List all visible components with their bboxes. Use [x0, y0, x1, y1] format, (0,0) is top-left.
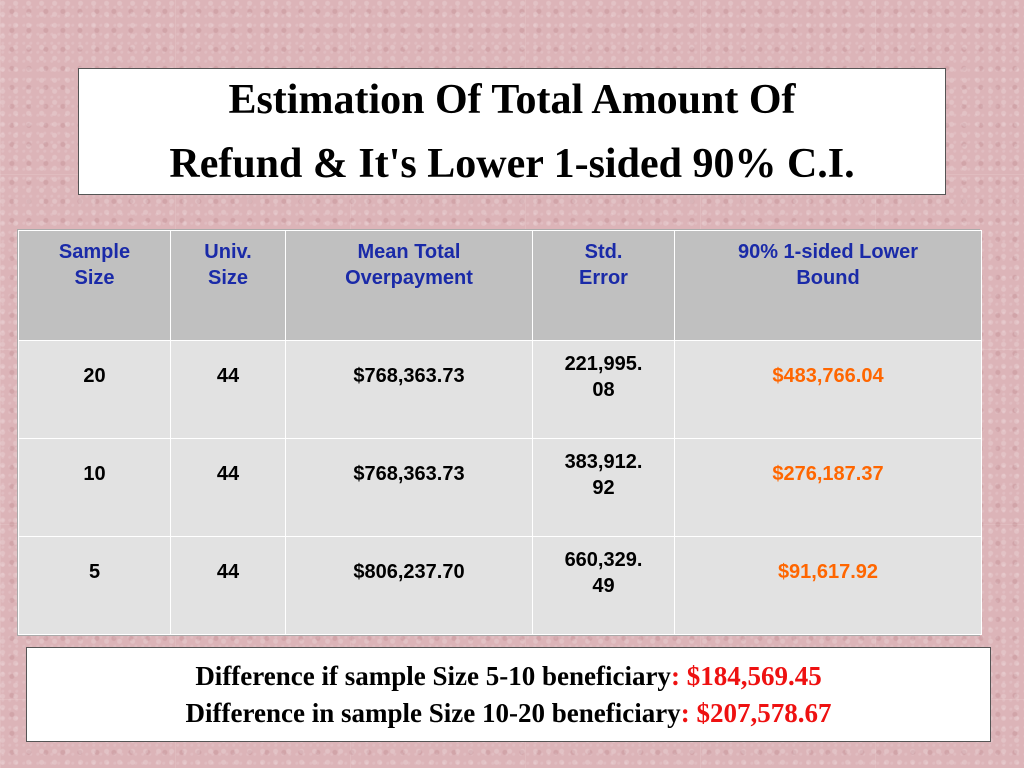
- results-table: Sample Size Univ. Size Mean Total Overpa…: [17, 229, 982, 636]
- cell-lower-bound: $276,187.37: [674, 438, 982, 537]
- cell-sample-size: 5: [18, 536, 171, 635]
- difference-summary: Difference if sample Size 5-10 beneficia…: [26, 647, 991, 742]
- cell-std-error: 383,912. 92: [532, 438, 675, 537]
- difference-amount: $207,578.67: [696, 697, 832, 728]
- cell-mean-total: $768,363.73: [285, 438, 533, 537]
- cell-univ-size: 44: [170, 438, 286, 537]
- cell-std-error: 221,995. 08: [532, 340, 675, 439]
- cell-univ-size: 44: [170, 536, 286, 635]
- cell-sample-size: 20: [18, 340, 171, 439]
- slide-title: Estimation Of Total Amount Of Refund & I…: [78, 68, 946, 195]
- cell-lower-bound: $91,617.92: [674, 536, 982, 635]
- cell-sample-size: 10: [18, 438, 171, 537]
- difference-line-10-20: Difference in sample Size 10-20 benefici…: [186, 695, 832, 732]
- difference-amount: $184,569.45: [686, 660, 822, 691]
- cell-std-error: 660,329. 49: [532, 536, 675, 635]
- difference-label: Difference in sample Size 10-20 benefici…: [185, 697, 681, 728]
- cell-lower-bound: $483,766.04: [674, 340, 982, 439]
- table-row: 20 44 $768,363.73 221,995. 08 $483,766.0…: [18, 340, 982, 439]
- slide-title-line-1: Estimation Of Total Amount Of: [228, 76, 796, 123]
- difference-line-5-10: Difference if sample Size 5-10 beneficia…: [195, 658, 821, 695]
- header-sample-size: Sample Size: [18, 230, 171, 341]
- cell-mean-total: $806,237.70: [285, 536, 533, 635]
- table-row: 5 44 $806,237.70 660,329. 49 $91,617.92: [18, 536, 982, 635]
- difference-label: Difference if sample Size 5-10 beneficia…: [195, 660, 671, 691]
- header-mean-total-overpayment: Mean Total Overpayment: [285, 230, 533, 341]
- header-lower-bound: 90% 1-sided Lower Bound: [674, 230, 982, 341]
- header-univ-size: Univ. Size: [170, 230, 286, 341]
- table-row: 10 44 $768,363.73 383,912. 92 $276,187.3…: [18, 438, 982, 537]
- header-std-error: Std. Error: [532, 230, 675, 341]
- difference-separator: :: [670, 660, 687, 691]
- difference-separator: :: [680, 697, 697, 728]
- cell-univ-size: 44: [170, 340, 286, 439]
- cell-mean-total: $768,363.73: [285, 340, 533, 439]
- table-header-row: Sample Size Univ. Size Mean Total Overpa…: [18, 230, 982, 341]
- slide-title-line-2: Refund & It's Lower 1-sided 90% C.I.: [169, 140, 855, 187]
